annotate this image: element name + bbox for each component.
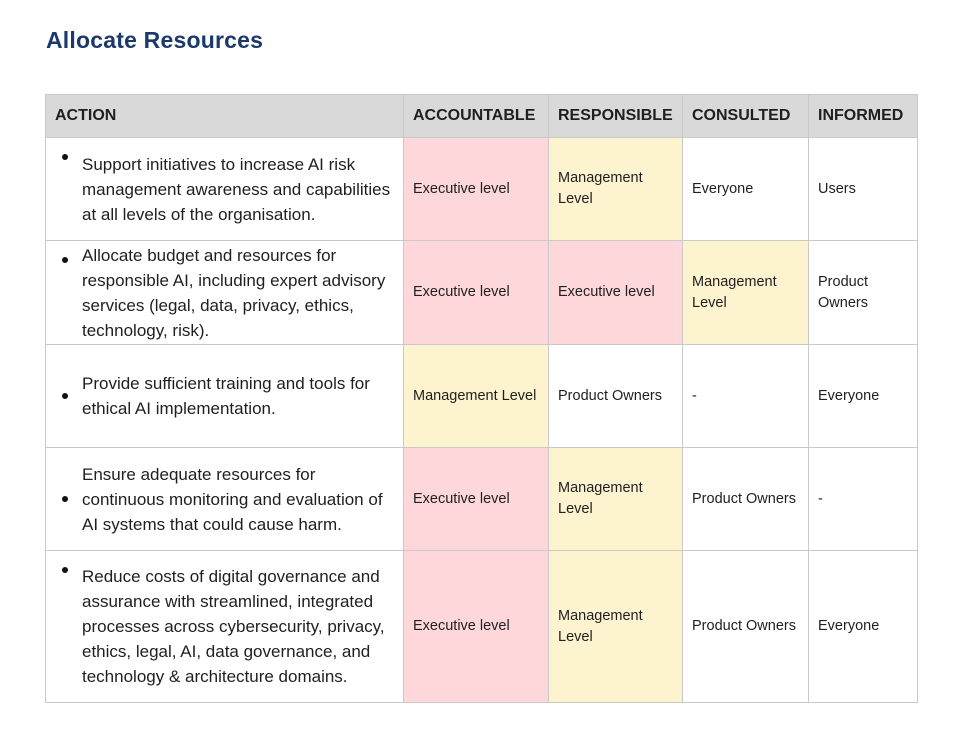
page-title: Allocate Resources [46,27,264,53]
action-cell: Support initiatives to increase AI risk … [45,137,404,241]
consulted-cell: Product Owners [682,550,809,703]
table-row: Allocate budget and resources for respon… [45,240,918,345]
accountable-cell: Executive level [403,240,549,345]
responsible-cell: Executive level [548,240,683,345]
header-consulted: CONSULTED [682,94,809,138]
accountable-cell: Management Level [403,344,549,448]
header-informed: INFORMED [808,94,918,138]
consulted-cell: Product Owners [682,447,809,551]
accountable-cell: Executive level [403,447,549,551]
table-row: Provide sufficient training and tools fo… [45,344,918,448]
raci-table: ACTION ACCOUNTABLE RESPONSIBLE CONSULTED… [45,94,918,703]
informed-cell: Everyone [808,550,918,703]
accountable-cell: Executive level [403,550,549,703]
action-cell: Ensure adequate resources for continuous… [45,447,404,551]
table-row: Reduce costs of digital governance and a… [45,550,918,703]
action-cell: Allocate budget and resources for respon… [45,240,404,345]
accountable-cell: Executive level [403,137,549,241]
informed-cell: Users [808,137,918,241]
header-accountable: ACCOUNTABLE [403,94,549,138]
responsible-cell: Management Level [548,137,683,241]
consulted-cell: Everyone [682,137,809,241]
responsible-cell: Product Owners [548,344,683,448]
informed-cell: Product Owners [808,240,918,345]
responsible-cell: Management Level [548,550,683,703]
table-row: Support initiatives to increase AI risk … [45,137,918,241]
informed-cell: Everyone [808,344,918,448]
header-action: ACTION [45,94,404,138]
consulted-cell: Management Level [682,240,809,345]
header-responsible: RESPONSIBLE [548,94,683,138]
action-cell: Reduce costs of digital governance and a… [45,550,404,703]
responsible-cell: Management Level [548,447,683,551]
action-cell: Provide sufficient training and tools fo… [45,344,404,448]
table-row: Ensure adequate resources for continuous… [45,447,918,551]
informed-cell: - [808,447,918,551]
table-header-row: ACTION ACCOUNTABLE RESPONSIBLE CONSULTED… [45,94,918,138]
consulted-cell: - [682,344,809,448]
